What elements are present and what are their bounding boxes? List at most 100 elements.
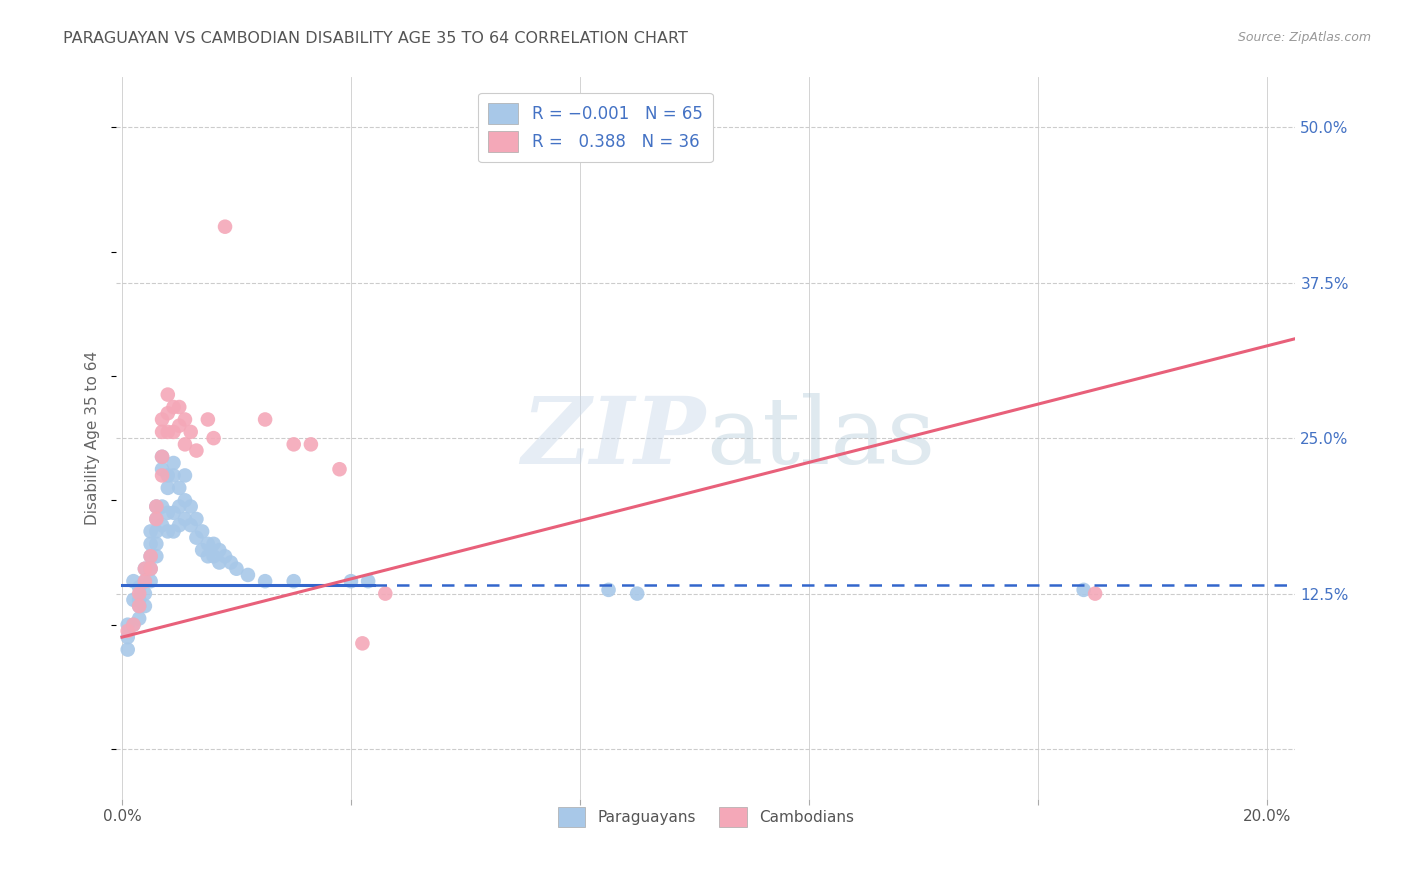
Point bbox=[174, 493, 197, 508]
Point bbox=[117, 617, 139, 632]
Point bbox=[156, 425, 179, 439]
Point bbox=[174, 437, 197, 451]
Point bbox=[150, 450, 173, 464]
Point bbox=[186, 512, 208, 526]
Point bbox=[134, 574, 156, 589]
Point bbox=[117, 630, 139, 644]
Point bbox=[1073, 582, 1095, 597]
Point bbox=[299, 437, 322, 451]
Point bbox=[145, 512, 167, 526]
Point bbox=[150, 468, 173, 483]
Point bbox=[145, 537, 167, 551]
Legend: Paraguayans, Cambodians: Paraguayans, Cambodians bbox=[550, 799, 862, 835]
Point bbox=[139, 562, 162, 576]
Point bbox=[122, 592, 145, 607]
Point bbox=[156, 387, 179, 401]
Point bbox=[128, 599, 150, 613]
Point bbox=[214, 219, 236, 234]
Point bbox=[162, 524, 184, 539]
Point bbox=[150, 412, 173, 426]
Point bbox=[150, 500, 173, 514]
Point bbox=[202, 537, 225, 551]
Point bbox=[139, 549, 162, 564]
Point bbox=[156, 524, 179, 539]
Point bbox=[162, 468, 184, 483]
Text: Source: ZipAtlas.com: Source: ZipAtlas.com bbox=[1237, 31, 1371, 45]
Point bbox=[357, 574, 380, 589]
Point bbox=[191, 524, 214, 539]
Point bbox=[128, 581, 150, 595]
Point bbox=[236, 568, 259, 582]
Point bbox=[145, 500, 167, 514]
Point bbox=[328, 462, 350, 476]
Point bbox=[186, 443, 208, 458]
Point bbox=[352, 636, 374, 650]
Point bbox=[156, 506, 179, 520]
Point bbox=[197, 412, 219, 426]
Point bbox=[150, 462, 173, 476]
Point bbox=[128, 611, 150, 625]
Point bbox=[174, 512, 197, 526]
Point bbox=[117, 642, 139, 657]
Point bbox=[180, 500, 202, 514]
Point bbox=[254, 412, 277, 426]
Point bbox=[150, 425, 173, 439]
Point bbox=[162, 400, 184, 414]
Point bbox=[167, 481, 190, 495]
Point bbox=[162, 425, 184, 439]
Point bbox=[145, 549, 167, 564]
Point bbox=[214, 549, 236, 564]
Point bbox=[197, 537, 219, 551]
Point bbox=[156, 481, 179, 495]
Point bbox=[598, 582, 620, 597]
Point bbox=[156, 468, 179, 483]
Point bbox=[145, 500, 167, 514]
Point bbox=[180, 425, 202, 439]
Point bbox=[374, 586, 396, 600]
Point bbox=[283, 574, 305, 589]
Point bbox=[167, 500, 190, 514]
Point bbox=[134, 574, 156, 589]
Point bbox=[174, 468, 197, 483]
Y-axis label: Disability Age 35 to 64: Disability Age 35 to 64 bbox=[86, 351, 100, 525]
Point bbox=[134, 586, 156, 600]
Point bbox=[156, 406, 179, 420]
Point bbox=[174, 412, 197, 426]
Point bbox=[122, 617, 145, 632]
Point bbox=[134, 562, 156, 576]
Point bbox=[202, 431, 225, 445]
Point bbox=[145, 524, 167, 539]
Point bbox=[139, 549, 162, 564]
Point bbox=[139, 524, 162, 539]
Point bbox=[139, 562, 162, 576]
Point bbox=[219, 556, 242, 570]
Point bbox=[128, 586, 150, 600]
Point bbox=[197, 549, 219, 564]
Point bbox=[191, 543, 214, 558]
Point bbox=[122, 574, 145, 589]
Point bbox=[167, 400, 190, 414]
Point bbox=[167, 518, 190, 533]
Point bbox=[122, 617, 145, 632]
Point bbox=[208, 543, 231, 558]
Point bbox=[139, 574, 162, 589]
Point bbox=[162, 456, 184, 470]
Point bbox=[134, 599, 156, 613]
Point bbox=[1084, 586, 1107, 600]
Point bbox=[283, 437, 305, 451]
Point bbox=[626, 586, 648, 600]
Point bbox=[225, 562, 247, 576]
Point bbox=[128, 599, 150, 613]
Point bbox=[134, 562, 156, 576]
Point bbox=[117, 624, 139, 638]
Point bbox=[150, 450, 173, 464]
Text: PARAGUAYAN VS CAMBODIAN DISABILITY AGE 35 TO 64 CORRELATION CHART: PARAGUAYAN VS CAMBODIAN DISABILITY AGE 3… bbox=[63, 31, 688, 46]
Point bbox=[167, 418, 190, 433]
Point bbox=[139, 537, 162, 551]
Point bbox=[150, 518, 173, 533]
Point bbox=[202, 549, 225, 564]
Point bbox=[180, 518, 202, 533]
Point bbox=[162, 506, 184, 520]
Point bbox=[145, 512, 167, 526]
Point bbox=[186, 531, 208, 545]
